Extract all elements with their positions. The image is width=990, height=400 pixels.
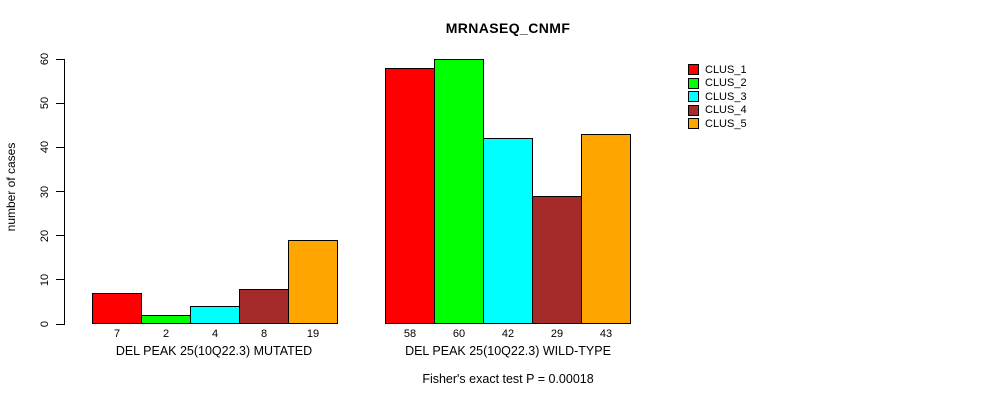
y-axis-tick [56,235,64,237]
bar-clus_4-mutated [239,289,289,324]
y-axis-tick [56,279,64,281]
bar-value-label: 43 [599,328,613,340]
y-axis-tick-label: 50 [39,97,51,110]
legend-item-label: CLUS_1 [705,63,747,76]
y-axis-tick-label: 0 [39,320,51,328]
legend-item: CLUS_4 [688,104,747,116]
bar-value-label: 29 [550,328,564,340]
chart-title: MRNASEQ_CNMF [445,20,571,36]
y-axis-tick [56,146,64,148]
bar-value-label: 58 [403,328,417,340]
bar-clus_1-wild-type [385,68,435,324]
bar-value-label: 4 [211,328,219,340]
bar-clus_5-wild-type [581,134,631,324]
y-axis-tick-label: 30 [39,185,51,198]
bar-value-label: 7 [113,328,121,340]
y-axis-label: number of cases [4,142,18,232]
y-axis-tick [56,191,64,192]
bar-clus_2-wild-type [434,59,484,324]
y-axis-tick-label: 20 [39,229,51,242]
y-axis-tick-label: 60 [39,52,51,66]
bar-clus_5-mutated [288,240,338,324]
legend: CLUS_1 CLUS_2 CLUS_3 CLUS_4 CLUS_5 [688,64,747,132]
bar-value-label: 42 [501,328,515,340]
legend-item-label: CLUS_5 [705,117,747,130]
legend-item-label: CLUS_3 [705,90,747,103]
legend-swatch [688,104,699,116]
group-label-wild-type: DEL PEAK 25(10Q22.3) WILD-TYPE [405,344,611,358]
y-axis-line [64,59,65,325]
legend-swatch [688,91,699,102]
bar-clus_1-mutated [92,293,142,324]
y-axis-tick-label: 40 [39,141,51,154]
fisher-test-caption: Fisher's exact test P = 0.00018 [422,372,594,386]
bar-clus_4-wild-type [532,196,582,324]
bar-value-label: 8 [260,328,268,340]
legend-item: CLUS_5 [688,117,747,130]
legend-item: CLUS_3 [688,90,747,103]
legend-swatch [688,64,699,75]
y-axis-tick [56,102,64,104]
bar-clus_3-wild-type [483,138,533,324]
bar-value-label: 2 [162,328,170,340]
y-axis-tick-label: 10 [39,273,51,286]
legend-swatch [688,118,699,129]
y-axis-tick [56,58,64,60]
bar-clus_2-mutated [141,315,191,324]
legend-item-label: CLUS_2 [705,77,747,89]
legend-item: CLUS_1 [688,63,747,76]
legend-item: CLUS_2 [688,77,747,89]
bar-clus_3-mutated [190,306,240,324]
legend-swatch [688,77,699,89]
group-label-mutated: DEL PEAK 25(10Q22.3) MUTATED [115,344,313,358]
bar-value-label: 60 [452,328,466,340]
legend-item-label: CLUS_4 [705,104,747,116]
y-axis-tick [56,323,64,325]
bar-value-label: 19 [306,328,320,340]
